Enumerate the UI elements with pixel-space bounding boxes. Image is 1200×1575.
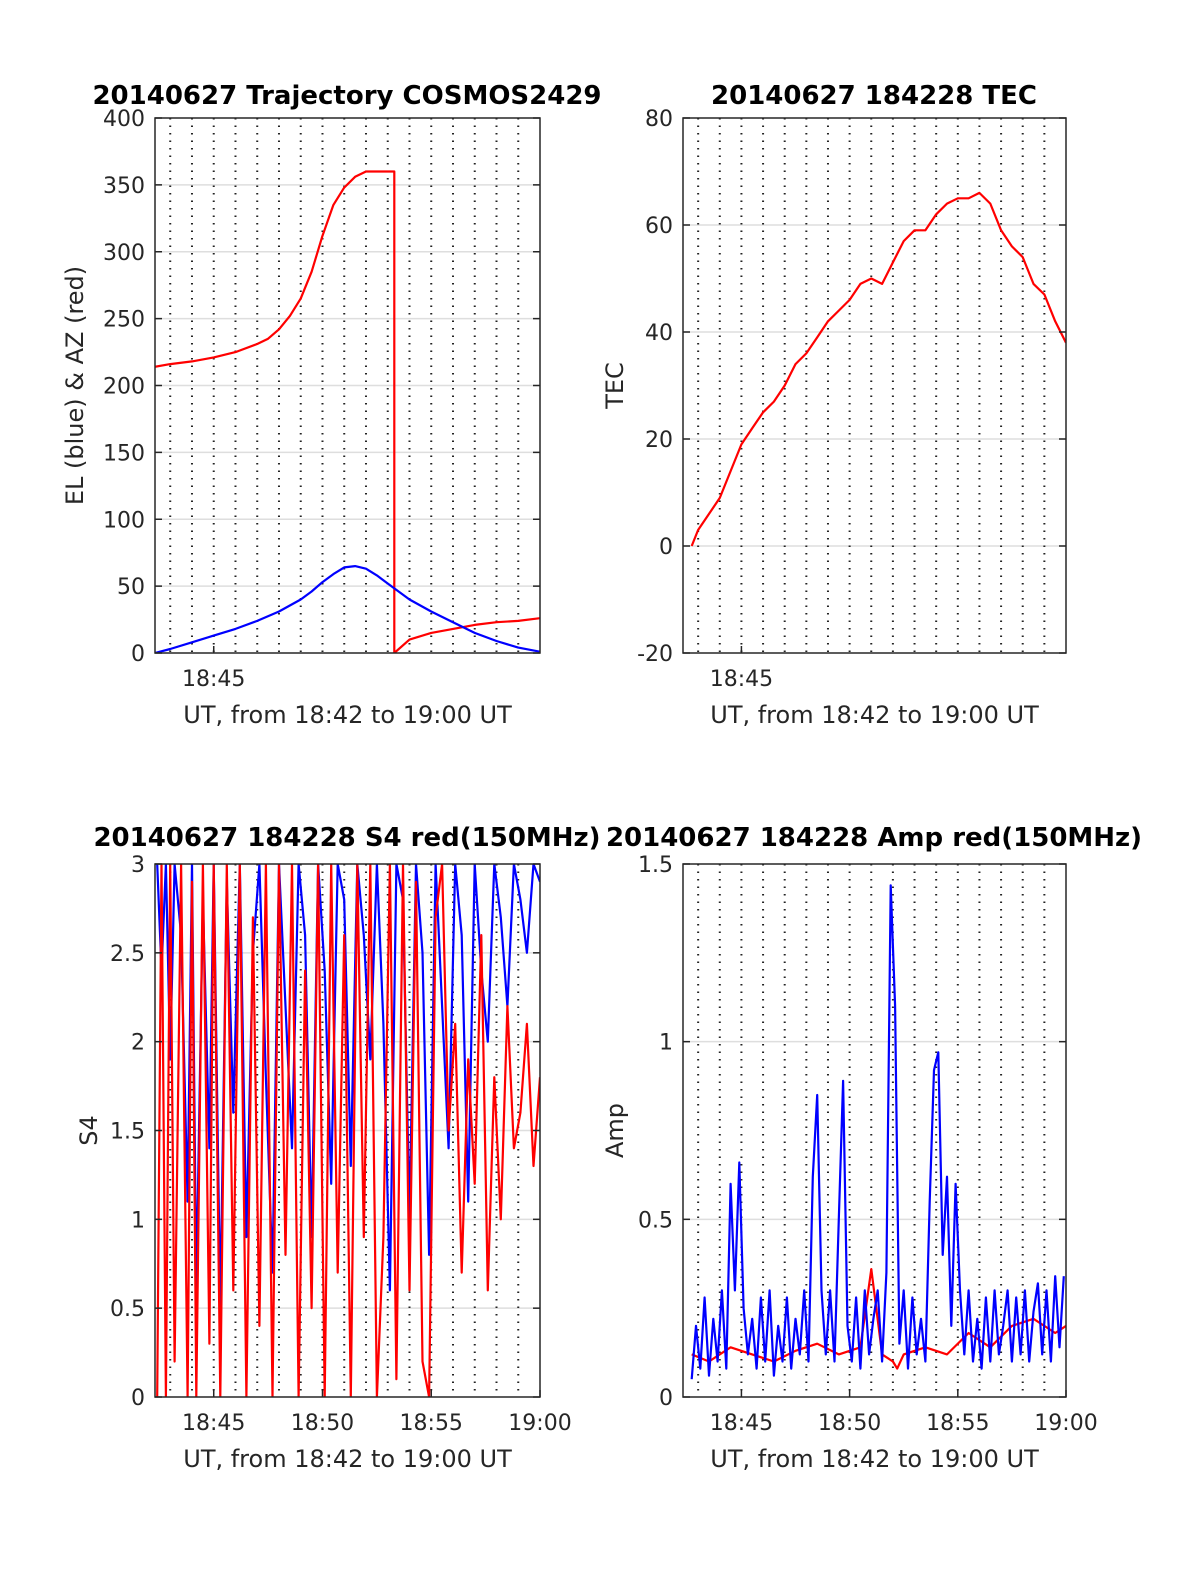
y-axis-label: TEC: [601, 362, 629, 410]
y-tick-label: 100: [103, 508, 145, 533]
x-tick-label: 18:45: [710, 667, 773, 692]
y-tick-label: 20: [645, 428, 673, 453]
trajectory-chart: 0 50 100 150 200 250 300 350 400 18:45 20140627 Tr…: [61, 81, 602, 729]
y-tick-label: 400: [103, 107, 145, 132]
x-tick-label: 18:45: [182, 667, 245, 692]
series-line-red: [156, 864, 540, 1397]
series-line-red: [690, 191, 1066, 547]
axes-frame: [682, 117, 1067, 654]
y-tick-label: 50: [117, 575, 145, 600]
x-tick-label: 19:00: [1034, 1411, 1097, 1436]
y-tick-label: 300: [103, 241, 145, 266]
x-tick-label: 18:50: [291, 1411, 354, 1436]
y-tick-label: 350: [103, 174, 145, 199]
series-line-red: [155, 170, 540, 653]
y-tick-label: 0: [659, 535, 673, 560]
y-tick-label: 1: [131, 1208, 145, 1233]
series-line-blue: [690, 884, 1065, 1380]
y-axis-label: Amp: [601, 1103, 629, 1158]
axes-frame: [682, 863, 1067, 1398]
y-tick-label: 1.5: [638, 853, 673, 878]
y-tick-label: 1: [659, 1031, 673, 1056]
chart-title: 20140627 184228 Amp red(150MHz): [606, 823, 1142, 853]
y-tick-label: -20: [637, 642, 673, 667]
series-line-blue: [155, 564, 540, 653]
x-axis-label: UT, from 18:42 to 19:00 UT: [183, 1445, 512, 1473]
y-tick-label: 0: [659, 1386, 673, 1411]
amp-chart: 0 0.5 1 1.5 18:45 18:50 18:55 19:00 20140627 184…: [601, 823, 1142, 1473]
plot-area: [683, 118, 1066, 653]
y-axis-label: EL (blue) & AZ (red): [61, 266, 89, 505]
y-tick-label: 2.5: [110, 942, 145, 967]
chart-title: 20140627 184228 S4 red(150MHz): [93, 823, 600, 853]
y-tick-label: 2: [131, 1031, 145, 1056]
x-tick-label: 19:00: [508, 1411, 571, 1436]
chart-title: 20140627 184228 TEC: [711, 81, 1037, 111]
y-tick-label: 3: [131, 853, 145, 878]
y-tick-label: 0.5: [110, 1297, 145, 1322]
y-tick-label: 0: [131, 1386, 145, 1411]
tec-chart: -20 0 20 40 60 80 18:45 20140627 184228 TEC UT, …: [601, 81, 1067, 729]
x-axis-label: UT, from 18:42 to 19:00 UT: [183, 701, 512, 729]
y-tick-label: 60: [645, 214, 673, 239]
y-axis-label: S4: [75, 1115, 103, 1146]
series-line-blue: [156, 864, 540, 1310]
y-tick-label: 80: [645, 107, 673, 132]
x-axis-label: UT, from 18:42 to 19:00 UT: [710, 701, 1039, 729]
x-axis-label: UT, from 18:42 to 19:00 UT: [710, 1445, 1039, 1473]
y-tick-label: 250: [103, 308, 145, 333]
x-tick-label: 18:55: [400, 1411, 463, 1436]
y-tick-label: 0: [131, 642, 145, 667]
y-tick-label: 0.5: [638, 1208, 673, 1233]
x-tick-label: 18:45: [182, 1411, 245, 1436]
y-tick-label: 40: [645, 321, 673, 346]
x-tick-label: 18:50: [818, 1411, 881, 1436]
x-tick-label: 18:45: [710, 1411, 773, 1436]
y-tick-label: 200: [103, 375, 145, 400]
x-tick-label: 18:55: [926, 1411, 989, 1436]
y-tick-label: 150: [103, 441, 145, 466]
y-tick-label: 1.5: [110, 1120, 145, 1145]
s4-chart: 0 0.5 1 1.5 2 2.5 3 18:45 18:50 18:55 19:00 2014062…: [75, 823, 601, 1473]
chart-title: 20140627 Trajectory COSMOS2429: [92, 81, 601, 111]
